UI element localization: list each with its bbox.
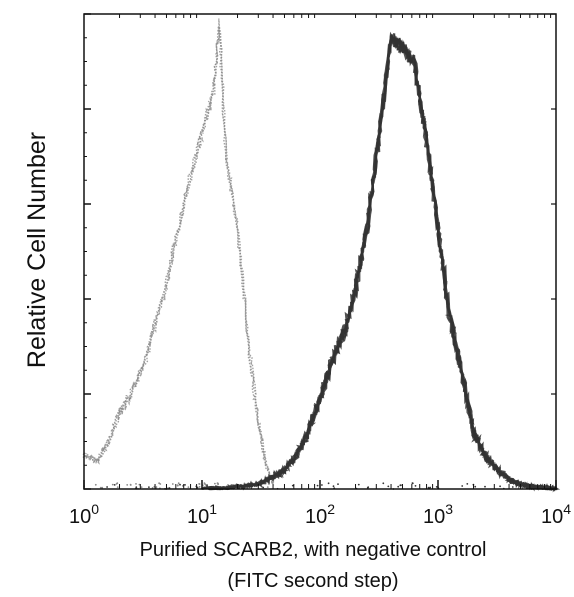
series-trace [202,31,558,491]
event-dot [400,484,402,487]
x-tick-label: 104 [541,501,571,528]
event-dot [461,485,464,487]
x-tick-exponent: 0 [91,501,99,517]
event-dot [111,483,114,486]
series-trace [82,26,275,484]
event-dot [179,483,181,486]
x-tick-label: 100 [69,501,99,528]
x-tick-exponent: 4 [563,501,571,517]
series-dark-gray-dense [106,31,561,493]
tick-layer: 100 101 102 103 104 [69,13,571,528]
event-dot [251,484,254,486]
event-dot [357,483,360,486]
event-dot [116,486,119,488]
event-dot [332,485,335,488]
event-dot [397,485,400,488]
event-dot [135,483,137,485]
event-dot [387,485,390,488]
x-tick-label: 101 [187,501,217,528]
event-dot [517,484,519,486]
series-trace [83,26,274,485]
event-dot [214,482,216,485]
event-dot [237,484,240,487]
x-axis-label-line1: Purified SCARB2, with negative control [140,539,487,561]
event-dot [327,482,330,485]
event-dot [126,484,129,486]
event-dot [204,483,207,486]
x-tick-base: 10 [541,506,563,528]
x-tick-base: 10 [305,506,327,528]
event-dot [291,484,294,487]
series-light-gray-dotted [82,18,275,490]
series-trace [202,33,557,493]
x-axis-label-line2: (FITC second step) [227,570,398,592]
event-dot [187,486,190,488]
event-dot [321,484,323,486]
event-dot [198,486,201,488]
event-dot [177,482,180,485]
x-tick-base: 10 [423,506,445,528]
x-tick-base: 10 [187,506,209,528]
series-trace [201,35,558,491]
event-dot [239,484,242,487]
event-dot [429,486,432,489]
event-dot [266,486,269,488]
x-tick-label: 103 [423,501,453,528]
event-dot [484,485,486,488]
event-dot [414,485,417,487]
event-dot [466,483,469,485]
event-dot [113,484,116,486]
event-dot [198,483,201,485]
series-trace [82,18,275,486]
event-dot [366,486,369,489]
event-dot [262,486,265,489]
event-dot [158,482,161,485]
event-dot [206,484,209,486]
event-dot [94,483,97,486]
y-axis-label: Relative Cell Number [23,132,51,368]
event-dot [176,484,179,487]
event-dot [148,486,150,488]
event-dot [474,485,477,488]
event-dot [101,486,104,489]
event-dot [184,484,186,486]
event-dot [427,486,430,489]
event-dot [217,482,219,485]
event-dot [206,486,209,489]
event-dot [499,485,501,488]
plot-frame [83,13,557,490]
event-dot [140,486,143,488]
event-dot [115,483,118,485]
x-tick-exponent: 1 [209,501,217,517]
series-trace [201,37,558,492]
event-dot [337,483,339,485]
axes [83,13,557,490]
series-trace [202,33,561,492]
event-dot [511,486,514,488]
event-dot [435,486,438,488]
x-tick-exponent: 2 [327,501,335,517]
x-tick-base: 10 [69,506,91,528]
event-dot [171,483,174,485]
event-dot [106,486,108,488]
plot-area [82,18,561,493]
event-dot [99,486,102,489]
x-tick-exponent: 3 [445,501,453,517]
event-dot [255,483,257,485]
event-dot [411,482,414,484]
event-dot [129,484,132,486]
event-dot [316,484,319,487]
event-dot [382,482,385,485]
x-tick-label: 102 [305,501,335,528]
